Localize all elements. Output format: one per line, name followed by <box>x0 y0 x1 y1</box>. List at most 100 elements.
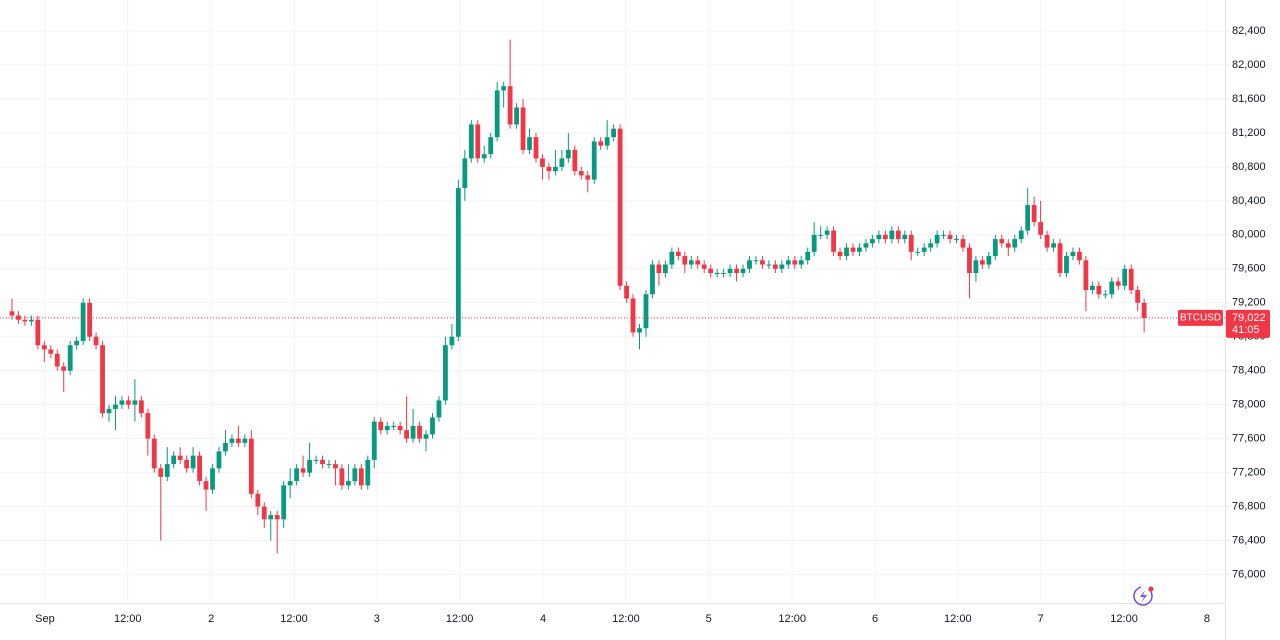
candle-body <box>714 273 720 275</box>
candle-body <box>611 128 617 138</box>
x-tick-label: 12:00 <box>446 613 474 625</box>
candle-body <box>643 294 649 329</box>
candle-body <box>307 459 312 473</box>
candle-body <box>1031 205 1037 223</box>
candle-body <box>630 298 636 333</box>
x-tick-label: 7 <box>1038 613 1044 625</box>
logo-icon[interactable] <box>1133 586 1154 606</box>
candle-body <box>986 256 992 265</box>
candle-body <box>1012 239 1018 248</box>
candle-body <box>662 264 668 274</box>
candle-body <box>255 493 261 507</box>
candle-body <box>889 230 895 240</box>
candle-body <box>80 302 86 341</box>
candle-body <box>915 251 921 253</box>
candle-body <box>1089 285 1095 291</box>
candle-body <box>617 128 623 286</box>
candle-body <box>449 336 455 346</box>
candle-body <box>242 438 248 443</box>
candle-body <box>695 260 701 265</box>
candle-body <box>1057 243 1063 274</box>
axis-layer: 76,000 76,400 76,800 77,200 77,600 78,000 78,4… <box>35 25 1265 625</box>
candle-body <box>1122 268 1128 286</box>
candle-body <box>430 417 435 435</box>
candle-body <box>979 260 985 265</box>
candle-body <box>870 239 875 244</box>
candle-body <box>1051 243 1056 248</box>
y-tick-label: 80,000 <box>1232 229 1266 241</box>
candle-body <box>468 124 474 159</box>
x-tick-label: 12:00 <box>778 613 806 625</box>
candle-body <box>831 230 836 252</box>
candle-body <box>598 141 604 146</box>
x-tick-label: 6 <box>872 613 878 625</box>
candle-body <box>229 438 235 443</box>
candle-body <box>313 459 319 461</box>
candle-body <box>87 302 93 337</box>
candle-body <box>1064 256 1069 274</box>
candle-body <box>1077 251 1082 261</box>
candle-body <box>248 438 254 494</box>
candle-body <box>591 141 597 180</box>
candle-body <box>863 243 869 248</box>
candle-body <box>792 260 798 265</box>
candle-body <box>67 345 73 371</box>
candle-body <box>423 434 429 439</box>
candle-body <box>164 464 170 477</box>
candle-body <box>35 319 41 346</box>
candle-body <box>507 86 513 125</box>
candle-body <box>960 239 966 248</box>
candle-body <box>384 425 390 431</box>
candle-body <box>475 124 481 159</box>
x-tick-label: 12:00 <box>1110 613 1138 625</box>
y-tick-label: 81,200 <box>1232 127 1266 139</box>
candle-body <box>727 268 733 274</box>
candle-body <box>1135 290 1141 303</box>
candle-body <box>604 137 610 146</box>
candle-body <box>967 247 972 274</box>
candle-body <box>585 175 591 180</box>
candle-body <box>287 481 293 486</box>
candle-body <box>203 481 209 490</box>
candle-body <box>236 438 241 443</box>
candle-body <box>857 247 862 252</box>
candle-body <box>106 408 112 414</box>
candle-body <box>365 459 371 486</box>
candle-body <box>100 345 105 414</box>
candle-body <box>352 468 358 482</box>
x-tick-label: 4 <box>540 613 546 625</box>
candle-body <box>358 468 364 486</box>
candle-body <box>138 400 144 414</box>
candle-body <box>559 158 565 167</box>
candle-body <box>882 234 888 240</box>
candle-body <box>1141 302 1147 318</box>
candle-body <box>669 251 675 265</box>
candle-body <box>28 319 34 322</box>
candle-body <box>934 234 940 244</box>
candle-body <box>947 234 953 240</box>
y-tick-label: 77,200 <box>1232 467 1266 479</box>
price-tag <box>1226 309 1270 338</box>
candle-body <box>494 90 500 138</box>
candle-body <box>999 239 1005 244</box>
candle-body <box>371 421 377 460</box>
y-tick-label: 80,800 <box>1232 161 1266 173</box>
candle-body <box>417 425 422 439</box>
candle-body <box>333 464 338 469</box>
candle-body <box>1083 260 1089 291</box>
candle-body <box>772 264 778 269</box>
candle-body <box>48 349 54 354</box>
candle-body <box>850 247 856 252</box>
candle-body <box>740 268 746 274</box>
x-tick-label: 8 <box>1204 613 1210 625</box>
candle-body <box>436 400 442 418</box>
y-tick-label: 78,000 <box>1232 399 1266 411</box>
candle-body <box>637 328 642 333</box>
candle-body <box>93 336 99 346</box>
candle-body <box>973 260 979 274</box>
y-tick-label: 81,600 <box>1232 93 1266 105</box>
countdown-text: 41:05 <box>1232 324 1260 336</box>
y-tick-label: 76,400 <box>1232 534 1266 546</box>
y-tick-label: 82,400 <box>1232 25 1266 37</box>
candle-body <box>119 400 125 405</box>
